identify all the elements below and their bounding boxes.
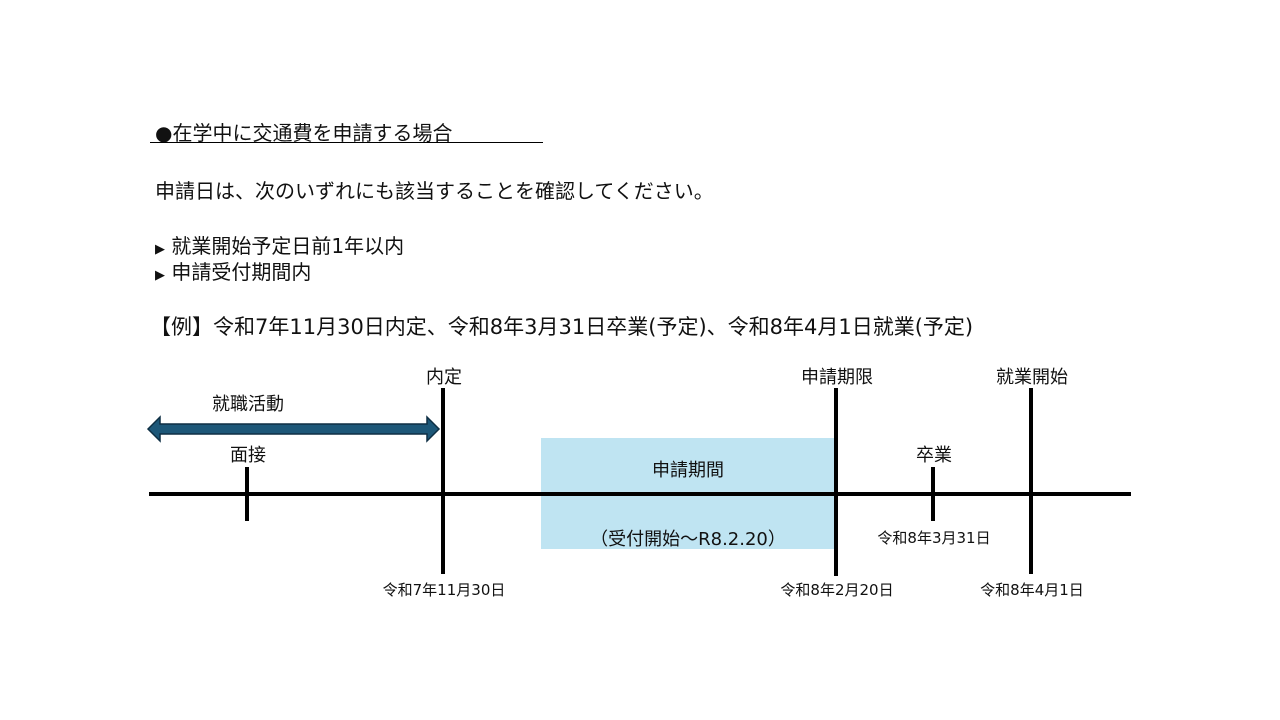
heading-underline — [150, 142, 543, 143]
graduation-label: 卒業 — [916, 445, 952, 466]
employment-start-date: 令和8年4月1日 — [980, 581, 1084, 599]
period-sub-label: （受付開始～R8.2.20） — [590, 529, 786, 550]
triangle-right-icon: ▶ — [155, 242, 165, 257]
graduation-tick — [931, 467, 935, 521]
deadline-line — [834, 388, 838, 576]
condition-item: ▶ 就業開始予定日前1年以内 — [155, 234, 405, 258]
graduation-date: 令和8年3月31日 — [877, 529, 991, 547]
period-label: 申請期間 — [652, 460, 724, 481]
offer-line — [441, 388, 445, 574]
employment-start-line — [1029, 388, 1033, 574]
example-text: 【例】令和7年11月30日内定、令和8年3月31日卒業(予定)、令和8年4月1日… — [150, 315, 974, 339]
offer-label: 内定 — [426, 367, 462, 388]
job-hunting-arrow — [146, 415, 441, 443]
timeline-axis — [149, 492, 1131, 496]
condition-item: ▶ 申請受付期間内 — [155, 260, 312, 284]
deadline-label: 申請期限 — [801, 367, 873, 388]
intro-text: 申請日は、次のいずれにも該当することを確認してください。 — [155, 179, 714, 203]
triangle-right-icon: ▶ — [155, 268, 165, 283]
employment-start-label: 就業開始 — [996, 367, 1068, 388]
heading: ●在学中に交通費を申請する場合 — [155, 121, 453, 145]
interview-label: 面接 — [230, 445, 266, 466]
interview-tick — [245, 467, 249, 521]
job-hunting-label: 就職活動 — [212, 394, 284, 415]
deadline-date: 令和8年2月20日 — [780, 581, 894, 599]
offer-date: 令和7年11月30日 — [382, 581, 506, 599]
